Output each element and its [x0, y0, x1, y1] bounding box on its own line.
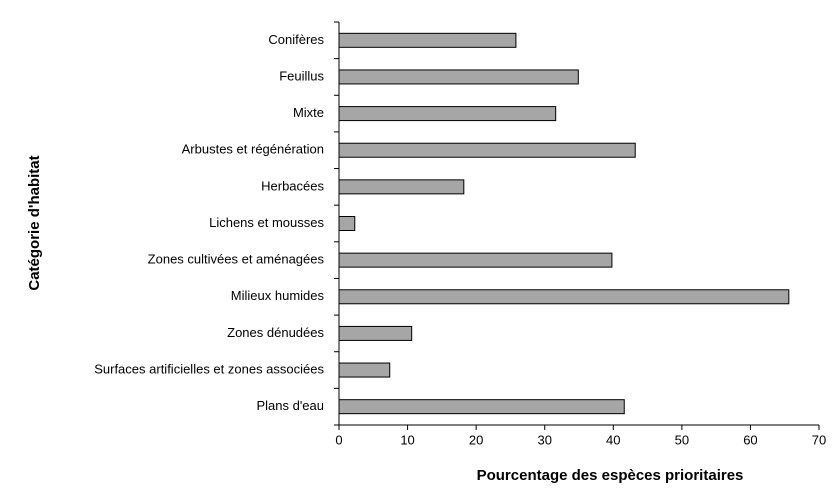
y-tick-label: Arbustes et régénération	[182, 142, 324, 157]
bar	[338, 289, 790, 305]
bar	[338, 399, 625, 415]
y-tick-label: Feuillus	[279, 68, 324, 83]
bar	[338, 32, 517, 48]
x-axis-title: Pourcentage des espèces prioritaires	[477, 467, 744, 484]
x-tick-label: 0	[335, 432, 342, 447]
x-tick-label: 10	[400, 432, 414, 447]
bar	[338, 142, 636, 158]
y-tick-label: Conifères	[268, 32, 324, 47]
bar	[338, 325, 413, 341]
y-tick-label: Surfaces artificielles et zones associée…	[94, 361, 324, 376]
x-tick-label: 70	[812, 432, 826, 447]
x-tick-label: 40	[606, 432, 620, 447]
x-tick-label: 20	[469, 432, 483, 447]
bar	[338, 252, 613, 268]
y-tick-label: Milieux humides	[231, 288, 325, 303]
x-tick-label: 60	[743, 432, 757, 447]
bar	[338, 216, 356, 231]
y-tick-label: Lichens et mousses	[209, 215, 324, 230]
y-tick-label: Mixte	[293, 105, 324, 120]
bar	[338, 179, 465, 195]
bar	[338, 106, 557, 122]
x-tick-label: 50	[675, 432, 689, 447]
y-axis-title: Catégorie d'habitat	[26, 155, 43, 290]
y-tick-label: Zones cultivées et aménagées	[148, 252, 325, 267]
y-tick-label: Zones dénudées	[227, 325, 324, 340]
y-tick-label: Plans d'eau	[256, 398, 324, 413]
bar	[338, 69, 579, 85]
y-tick-label: Herbacées	[261, 178, 324, 193]
x-tick-label: 30	[537, 432, 551, 447]
bar	[338, 362, 391, 378]
